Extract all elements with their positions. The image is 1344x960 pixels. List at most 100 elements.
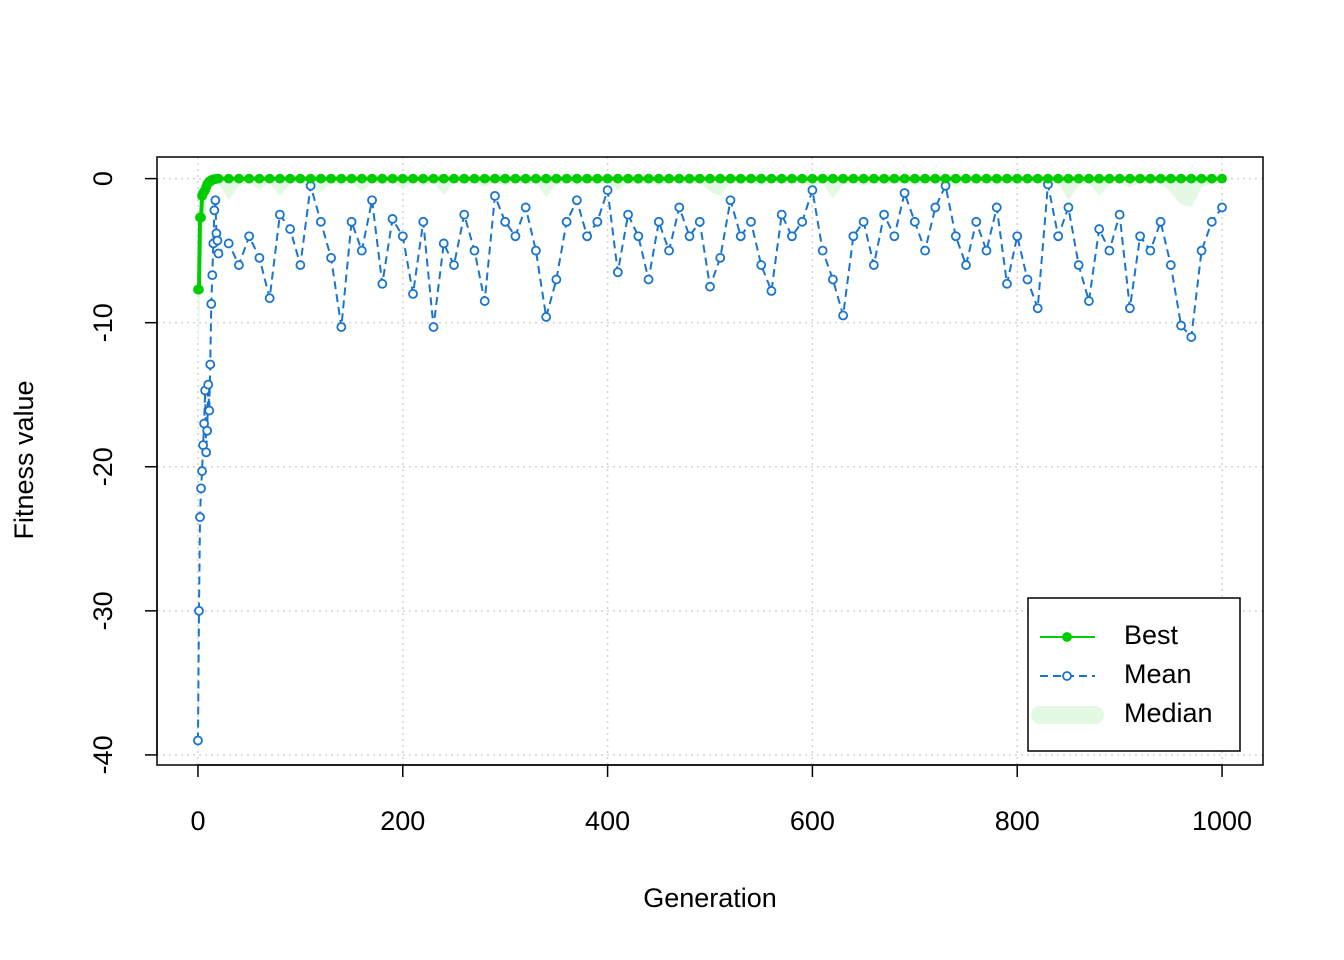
point bbox=[797, 173, 808, 184]
point bbox=[1155, 173, 1166, 184]
x-tick-label: 1000 bbox=[1192, 806, 1252, 836]
point bbox=[541, 312, 552, 322]
point bbox=[592, 216, 603, 227]
point bbox=[868, 173, 879, 184]
point bbox=[1073, 173, 1084, 184]
legend-marker bbox=[1062, 632, 1072, 642]
point bbox=[1114, 173, 1125, 184]
point bbox=[326, 173, 336, 184]
point bbox=[223, 238, 234, 249]
point bbox=[295, 260, 306, 270]
point bbox=[746, 173, 756, 184]
point bbox=[408, 173, 418, 184]
point bbox=[469, 245, 480, 256]
point bbox=[336, 322, 347, 332]
point bbox=[264, 293, 275, 304]
point bbox=[408, 288, 418, 299]
point bbox=[674, 173, 685, 184]
point bbox=[1063, 173, 1074, 184]
point bbox=[653, 173, 664, 184]
point bbox=[315, 173, 326, 184]
point bbox=[197, 466, 207, 476]
point bbox=[326, 252, 336, 263]
point bbox=[438, 173, 449, 184]
point bbox=[254, 252, 265, 263]
point bbox=[194, 284, 204, 295]
point bbox=[858, 173, 869, 184]
point bbox=[377, 278, 388, 289]
point bbox=[459, 173, 470, 184]
point bbox=[1196, 245, 1207, 256]
y-tick-label: -20 bbox=[88, 447, 118, 486]
y-tick-label: -40 bbox=[88, 735, 118, 774]
point bbox=[1002, 278, 1012, 289]
x-tick-label: 600 bbox=[790, 806, 835, 836]
point bbox=[920, 173, 930, 184]
point bbox=[664, 173, 674, 184]
point bbox=[346, 173, 357, 184]
point bbox=[1176, 173, 1186, 184]
point bbox=[490, 173, 500, 184]
point bbox=[387, 173, 398, 184]
point bbox=[961, 260, 971, 270]
point bbox=[817, 173, 828, 184]
point bbox=[1135, 231, 1146, 242]
point bbox=[449, 173, 459, 184]
point bbox=[418, 216, 429, 227]
point bbox=[207, 270, 218, 281]
point bbox=[705, 281, 715, 292]
point bbox=[551, 274, 562, 285]
point bbox=[1063, 202, 1074, 213]
point bbox=[776, 173, 787, 184]
point bbox=[1002, 173, 1012, 184]
point bbox=[643, 173, 654, 184]
point bbox=[1206, 173, 1217, 184]
point bbox=[459, 209, 470, 220]
point bbox=[418, 173, 429, 184]
point bbox=[254, 173, 265, 184]
point bbox=[961, 173, 971, 184]
point bbox=[1176, 320, 1186, 331]
point bbox=[582, 231, 593, 242]
point bbox=[1217, 173, 1227, 184]
point bbox=[1094, 224, 1105, 234]
point bbox=[664, 245, 674, 256]
point bbox=[196, 483, 206, 494]
point bbox=[694, 173, 705, 184]
point bbox=[776, 209, 787, 220]
point bbox=[930, 202, 941, 213]
y-tick-label: 0 bbox=[88, 171, 118, 186]
point bbox=[868, 260, 879, 270]
point bbox=[602, 173, 613, 184]
point bbox=[210, 195, 221, 206]
point bbox=[787, 231, 797, 242]
y-tick-label: -10 bbox=[88, 303, 118, 342]
point bbox=[438, 238, 449, 249]
point bbox=[950, 173, 961, 184]
point bbox=[756, 173, 767, 184]
point bbox=[1022, 274, 1033, 285]
point bbox=[202, 425, 213, 436]
point bbox=[1053, 173, 1064, 184]
point bbox=[807, 173, 818, 184]
point bbox=[377, 173, 388, 184]
point bbox=[1084, 296, 1094, 306]
point bbox=[705, 173, 715, 184]
point bbox=[633, 173, 644, 184]
point bbox=[367, 173, 377, 184]
point bbox=[510, 231, 521, 242]
point bbox=[909, 173, 920, 184]
point bbox=[346, 216, 357, 227]
point bbox=[909, 216, 920, 227]
point bbox=[1196, 173, 1207, 184]
point bbox=[930, 173, 941, 184]
point bbox=[397, 173, 408, 184]
point bbox=[531, 245, 541, 256]
point bbox=[1104, 245, 1115, 256]
point bbox=[1186, 173, 1197, 184]
point bbox=[1124, 173, 1135, 184]
point bbox=[756, 260, 767, 270]
legend-label: Mean bbox=[1124, 659, 1192, 689]
point bbox=[193, 735, 203, 746]
x-tick-label: 800 bbox=[995, 806, 1040, 836]
